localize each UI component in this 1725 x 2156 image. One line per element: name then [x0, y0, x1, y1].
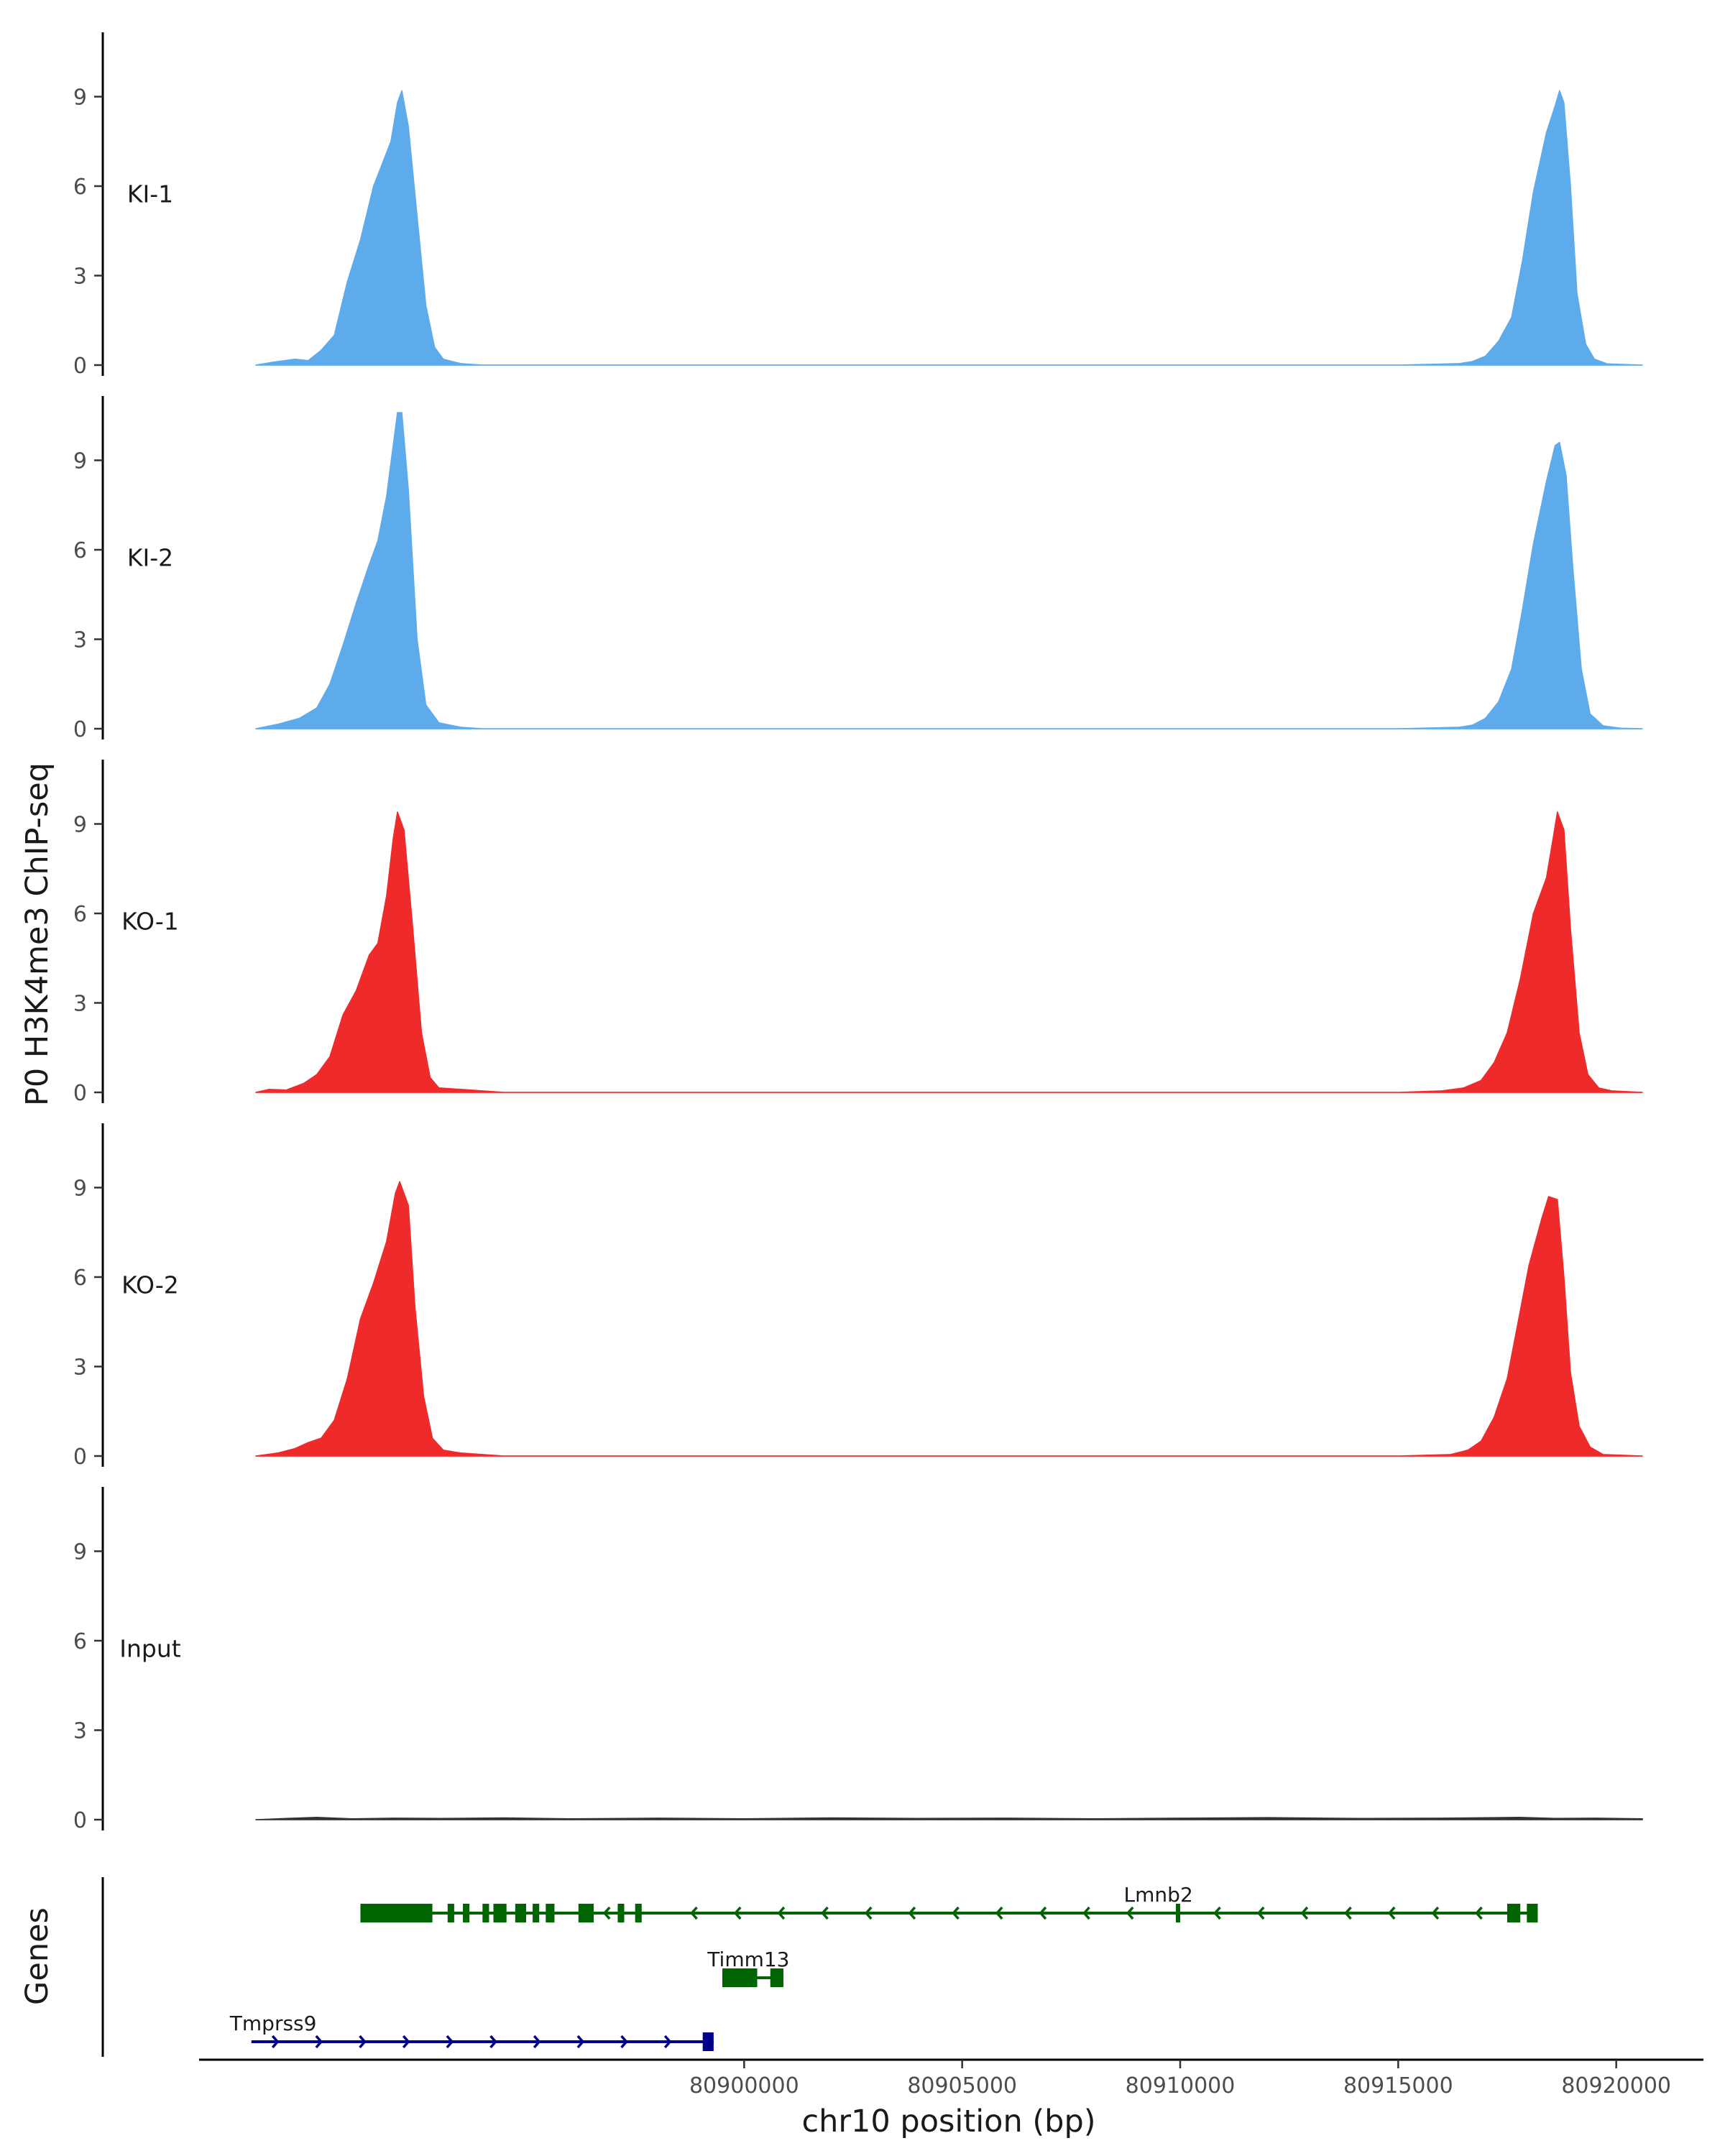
strand-arrow	[620, 2035, 628, 2049]
y-tick-label: 6	[73, 1629, 87, 1654]
track-label: Input	[119, 1634, 181, 1662]
gene-exon	[463, 1904, 470, 1922]
strand-arrow	[908, 1906, 916, 1920]
x-tick-label: 80920000	[1561, 2073, 1671, 2099]
x-tick-label: 80905000	[907, 2073, 1017, 2099]
y-tick-label: 3	[73, 1355, 87, 1381]
gene-exon	[578, 1904, 594, 1922]
signal-area	[255, 90, 1643, 366]
y-tick-label: 0	[73, 354, 87, 379]
y-tick-label: 9	[73, 1176, 87, 1202]
strand-arrow	[777, 1906, 786, 1920]
strand-arrow	[315, 2035, 323, 2049]
signal-area	[255, 1816, 1643, 1820]
y-axis-title: P0 H3K4me3 ChIP-seq	[19, 763, 55, 1106]
track-label: KI-1	[127, 180, 173, 208]
track-ki-2: 0 3 6 9 KI-2	[73, 396, 1643, 742]
strand-arrow	[690, 1906, 698, 1920]
strand-arrow	[533, 2035, 541, 2049]
y-tick-label: 9	[73, 813, 87, 838]
gene-exon	[1527, 1904, 1538, 1922]
track-ko-2: 0 3 6 9 KO-2	[73, 1123, 1643, 1470]
y-tick-label: 6	[73, 902, 87, 927]
strand-arrow	[1126, 1906, 1134, 1920]
gene-exon	[533, 1904, 540, 1922]
strand-arrow	[602, 1906, 611, 1920]
gene-exon	[482, 1904, 489, 1922]
y-tick-label: 0	[73, 1445, 87, 1470]
track-label: KO-2	[121, 1271, 179, 1299]
track-ki-1: 0 3 6 9 KI-1	[73, 32, 1643, 379]
y-tick-label: 0	[73, 717, 87, 742]
gene-tmprss9: Tmprss9	[229, 2012, 714, 2051]
track-input: 0 3 6 9 Input	[73, 1487, 1643, 1833]
strand-arrow	[1300, 1906, 1309, 1920]
strand-arrow	[446, 2035, 454, 2049]
y-tick-label: 0	[73, 1081, 87, 1106]
strand-arrow	[1475, 1906, 1483, 1920]
gene-exon	[770, 1968, 783, 1987]
x-tick-label: 80900000	[689, 2073, 799, 2099]
gene-exon	[546, 1904, 555, 1922]
y-tick-label: 0	[73, 1808, 87, 1833]
gene-label: Tmprss9	[229, 2012, 317, 2035]
gene-exon	[617, 1904, 625, 1922]
gene-exon	[635, 1904, 642, 1922]
x-axis: 80900000 80905000 80910000 80915000 80920000	[199, 2058, 1703, 2099]
y-tick-label: 3	[73, 264, 87, 290]
x-tick-label: 80910000	[1126, 2073, 1236, 2099]
strand-arrow	[733, 1906, 742, 1920]
strand-arrow	[1082, 1906, 1090, 1920]
y-tick-label: 9	[73, 449, 87, 474]
gene-timm13: Timm13	[707, 1948, 790, 1987]
strand-arrow	[995, 1906, 1003, 1920]
gene-exon	[702, 2032, 714, 2051]
gene-annotation-panel: Lmnb2 Timm13 Tmprss9	[101, 1877, 1538, 2057]
gene-lmnb2: Lmnb2	[360, 1883, 1538, 1922]
gene-exon	[722, 1968, 758, 1987]
y-tick-label: 3	[73, 992, 87, 1017]
strand-arrow	[1431, 1906, 1440, 1920]
gene-exon	[1175, 1904, 1180, 1922]
signal-area	[255, 811, 1643, 1093]
y-tick-label: 3	[73, 628, 87, 653]
gene-exon	[1507, 1904, 1521, 1922]
strand-arrow	[1213, 1906, 1221, 1920]
gene-label: Timm13	[707, 1948, 789, 1971]
signal-tracks: 0 3 6 9 KI-1 0 3 6 9 KI-2 0 3 6 9 KO-1 0 3 6 9 KO-2 0 3 6 9 Inpu…	[73, 32, 1643, 1833]
strand-arrow	[1256, 1906, 1265, 1920]
gene-label: Lmnb2	[1124, 1883, 1193, 1907]
strand-arrow	[271, 2035, 280, 2049]
track-label: KI-2	[127, 543, 173, 571]
strand-arrow	[1039, 1906, 1047, 1920]
gene-exon	[447, 1904, 454, 1922]
genes-panel-title: Genes	[19, 1907, 55, 2005]
strand-arrow	[1387, 1906, 1396, 1920]
y-tick-label: 3	[73, 1719, 87, 1744]
strand-arrow	[402, 2035, 410, 2049]
gene-exon	[360, 1904, 433, 1922]
signal-area	[255, 412, 1643, 729]
gene-exon	[515, 1904, 526, 1922]
gene-exon	[493, 1904, 507, 1922]
y-tick-label: 9	[73, 86, 87, 111]
y-tick-label: 6	[73, 538, 87, 563]
strand-arrow	[576, 2035, 585, 2049]
x-tick-label: 80915000	[1343, 2073, 1453, 2099]
y-tick-label: 6	[73, 175, 87, 200]
track-ko-1: 0 3 6 9 KO-1	[73, 760, 1643, 1106]
y-tick-label: 9	[73, 1540, 87, 1565]
strand-arrow	[864, 1906, 873, 1920]
strand-arrow	[663, 2035, 672, 2049]
strand-arrow	[489, 2035, 497, 2049]
strand-arrow	[359, 2035, 367, 2049]
x-axis-title: chr10 position (bp)	[801, 2104, 1095, 2139]
signal-area	[255, 1181, 1643, 1457]
strand-arrow	[952, 1906, 960, 1920]
track-label: KO-1	[121, 907, 179, 935]
strand-arrow	[821, 1906, 829, 1920]
y-tick-label: 6	[73, 1266, 87, 1291]
strand-arrow	[1344, 1906, 1352, 1920]
